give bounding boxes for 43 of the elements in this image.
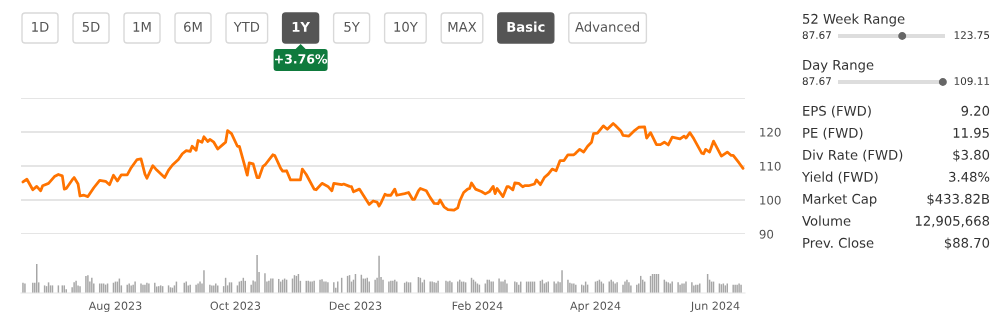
text: PE (FWD) (803, 127, 863, 140)
category-label: 1D (32, 22, 49, 32)
text: Market Cap (803, 193, 877, 207)
y-tick-label: 90 (759, 229, 774, 239)
x-tick-label: Feb 2024 (452, 301, 503, 310)
text: $88.70 (944, 237, 990, 250)
category-label: 1M (133, 22, 151, 32)
category-label: Basic (507, 21, 545, 32)
text: 87.67 (802, 77, 831, 86)
x-tick-label: Jun 2024 (690, 301, 740, 312)
text: Prev. Close (803, 237, 874, 248)
text: 109.11 (954, 77, 990, 86)
category-label: Advanced (575, 21, 639, 32)
y-tick-label: 110 (760, 161, 781, 171)
text: $3.80 (953, 149, 990, 162)
text: 87.67 (802, 31, 831, 40)
x-tick-label: Oct 2023 (210, 301, 261, 310)
x-tick-label: Aug 2023 (88, 301, 142, 313)
category-label: MAX (448, 22, 477, 32)
category-label: 5Y (344, 22, 360, 32)
text: Volume (802, 215, 851, 226)
category-label: 5D (82, 22, 100, 32)
y-tick-label: 100 (760, 195, 781, 205)
text: +3.76% (275, 54, 328, 64)
category-label: 10Y (394, 21, 418, 32)
y-tick-label: 120 (760, 127, 781, 137)
text: $433.82B (927, 193, 990, 206)
text: Day Range (803, 60, 874, 73)
text: Yield (FWD) (801, 171, 878, 184)
x-tick-label: Dec 2023 (329, 301, 382, 310)
line-series (21, 122, 745, 212)
text: Div Rate (FWD) (803, 149, 903, 162)
category-label: YTD (233, 22, 260, 32)
text: 9.20 (961, 105, 990, 116)
category-label: 1Y (292, 22, 311, 32)
text: 123.75 (954, 31, 990, 40)
category-label: 6M (184, 21, 202, 32)
x-tick-label: Apr 2024 (570, 301, 621, 313)
text: 12,905,668 (915, 215, 990, 228)
text: EPS (FWD) (803, 105, 871, 118)
text: 3.48% (949, 171, 990, 182)
text: 52 Week Range (803, 13, 905, 27)
text: 11.95 (953, 127, 989, 138)
